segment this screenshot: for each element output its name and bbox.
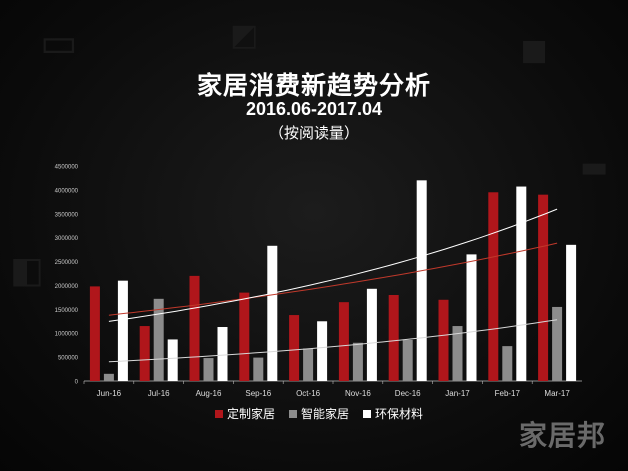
y-axis: 0 500000 1000000 1500000 2000000 2500000 30000… xyxy=(55,165,79,386)
y-tick-label: 3500000 xyxy=(55,212,79,218)
bar xyxy=(89,286,100,381)
trendlines xyxy=(108,208,558,363)
bar xyxy=(153,298,164,381)
y-tick-label: 3000000 xyxy=(55,236,79,242)
bar xyxy=(103,373,114,381)
legend-swatch xyxy=(363,409,372,418)
y-tick-label: 1000000 xyxy=(55,332,79,338)
y-tick-label: 2000000 xyxy=(55,284,79,290)
y-tick-label: 500000 xyxy=(58,356,79,362)
y-tick-label: 4000000 xyxy=(55,188,79,194)
background-decoration: ◧ xyxy=(10,250,45,291)
x-tick-label: Dec-16 xyxy=(395,389,421,398)
legend-label: 智能家居 xyxy=(301,407,350,421)
bar xyxy=(452,326,463,381)
x-tick-label: Mar-17 xyxy=(544,389,570,398)
legend-item: 定制家居 xyxy=(215,405,275,422)
chart-note: （按阅读量） xyxy=(268,124,359,142)
x-tick-label: Oct-16 xyxy=(296,389,321,398)
bar xyxy=(466,254,477,381)
legend-label: 定制家居 xyxy=(227,407,276,421)
legend-swatch xyxy=(289,409,298,418)
bar xyxy=(117,280,128,381)
chart-subtitle: 2016.06-2017.04 xyxy=(245,99,383,119)
background-decoration: ◼ xyxy=(520,30,549,70)
y-tick-label: 2500000 xyxy=(55,260,79,266)
bar xyxy=(488,192,499,381)
x-tick-label: Sep-16 xyxy=(245,389,271,398)
legend-swatch xyxy=(215,409,223,418)
bar xyxy=(289,315,300,381)
bar xyxy=(167,339,178,381)
x-axis: Jun-16 Jul-16 Aug-16 Sep-16 Oct-16 Nov-16 Dec-… xyxy=(83,380,582,398)
bar xyxy=(366,288,377,381)
bar xyxy=(203,358,214,381)
trendline xyxy=(108,242,558,316)
bar xyxy=(338,302,349,381)
bar xyxy=(402,339,413,381)
bar xyxy=(566,244,577,381)
legend-item: 智能家居 xyxy=(289,405,349,422)
background-decoration: ◩ xyxy=(230,18,259,53)
bar xyxy=(388,295,399,381)
y-tick-label: 0 xyxy=(75,380,79,386)
x-tick-label: Jan-17 xyxy=(445,389,470,398)
bar xyxy=(438,299,449,381)
bar xyxy=(253,357,264,381)
bar xyxy=(303,348,314,381)
y-tick-label: 4500000 xyxy=(55,165,79,171)
trendline xyxy=(108,319,558,363)
bar xyxy=(217,327,228,381)
chart-title: 家居消费新趋势分析 xyxy=(196,71,431,100)
x-tick-label: Nov-16 xyxy=(345,389,371,398)
bar xyxy=(352,342,363,381)
chart-legend: 定制家居 智能家居 环保材料 xyxy=(215,405,423,422)
bar xyxy=(416,180,427,381)
bars xyxy=(89,180,577,381)
bar xyxy=(538,194,549,381)
bar xyxy=(189,275,200,381)
bar xyxy=(552,306,563,381)
x-tick-label: Jul-16 xyxy=(148,389,170,398)
x-tick-label: Aug-16 xyxy=(196,389,222,398)
legend-label: 环保材料 xyxy=(375,407,424,421)
bar xyxy=(317,321,328,381)
background-decoration: ▬ xyxy=(580,150,609,185)
legend-item: 环保材料 xyxy=(363,405,423,422)
bar xyxy=(267,245,278,381)
x-tick-label: Jun-16 xyxy=(97,389,122,398)
background-decoration: ▭ xyxy=(40,20,78,66)
x-tick-label: Feb-17 xyxy=(495,389,521,398)
watermark-logo: 家居邦 xyxy=(518,419,606,452)
y-tick-label: 1500000 xyxy=(55,308,79,314)
bar xyxy=(516,186,527,381)
bar xyxy=(139,326,150,381)
trendline xyxy=(108,208,558,322)
bar xyxy=(239,292,250,381)
bar xyxy=(502,346,513,381)
